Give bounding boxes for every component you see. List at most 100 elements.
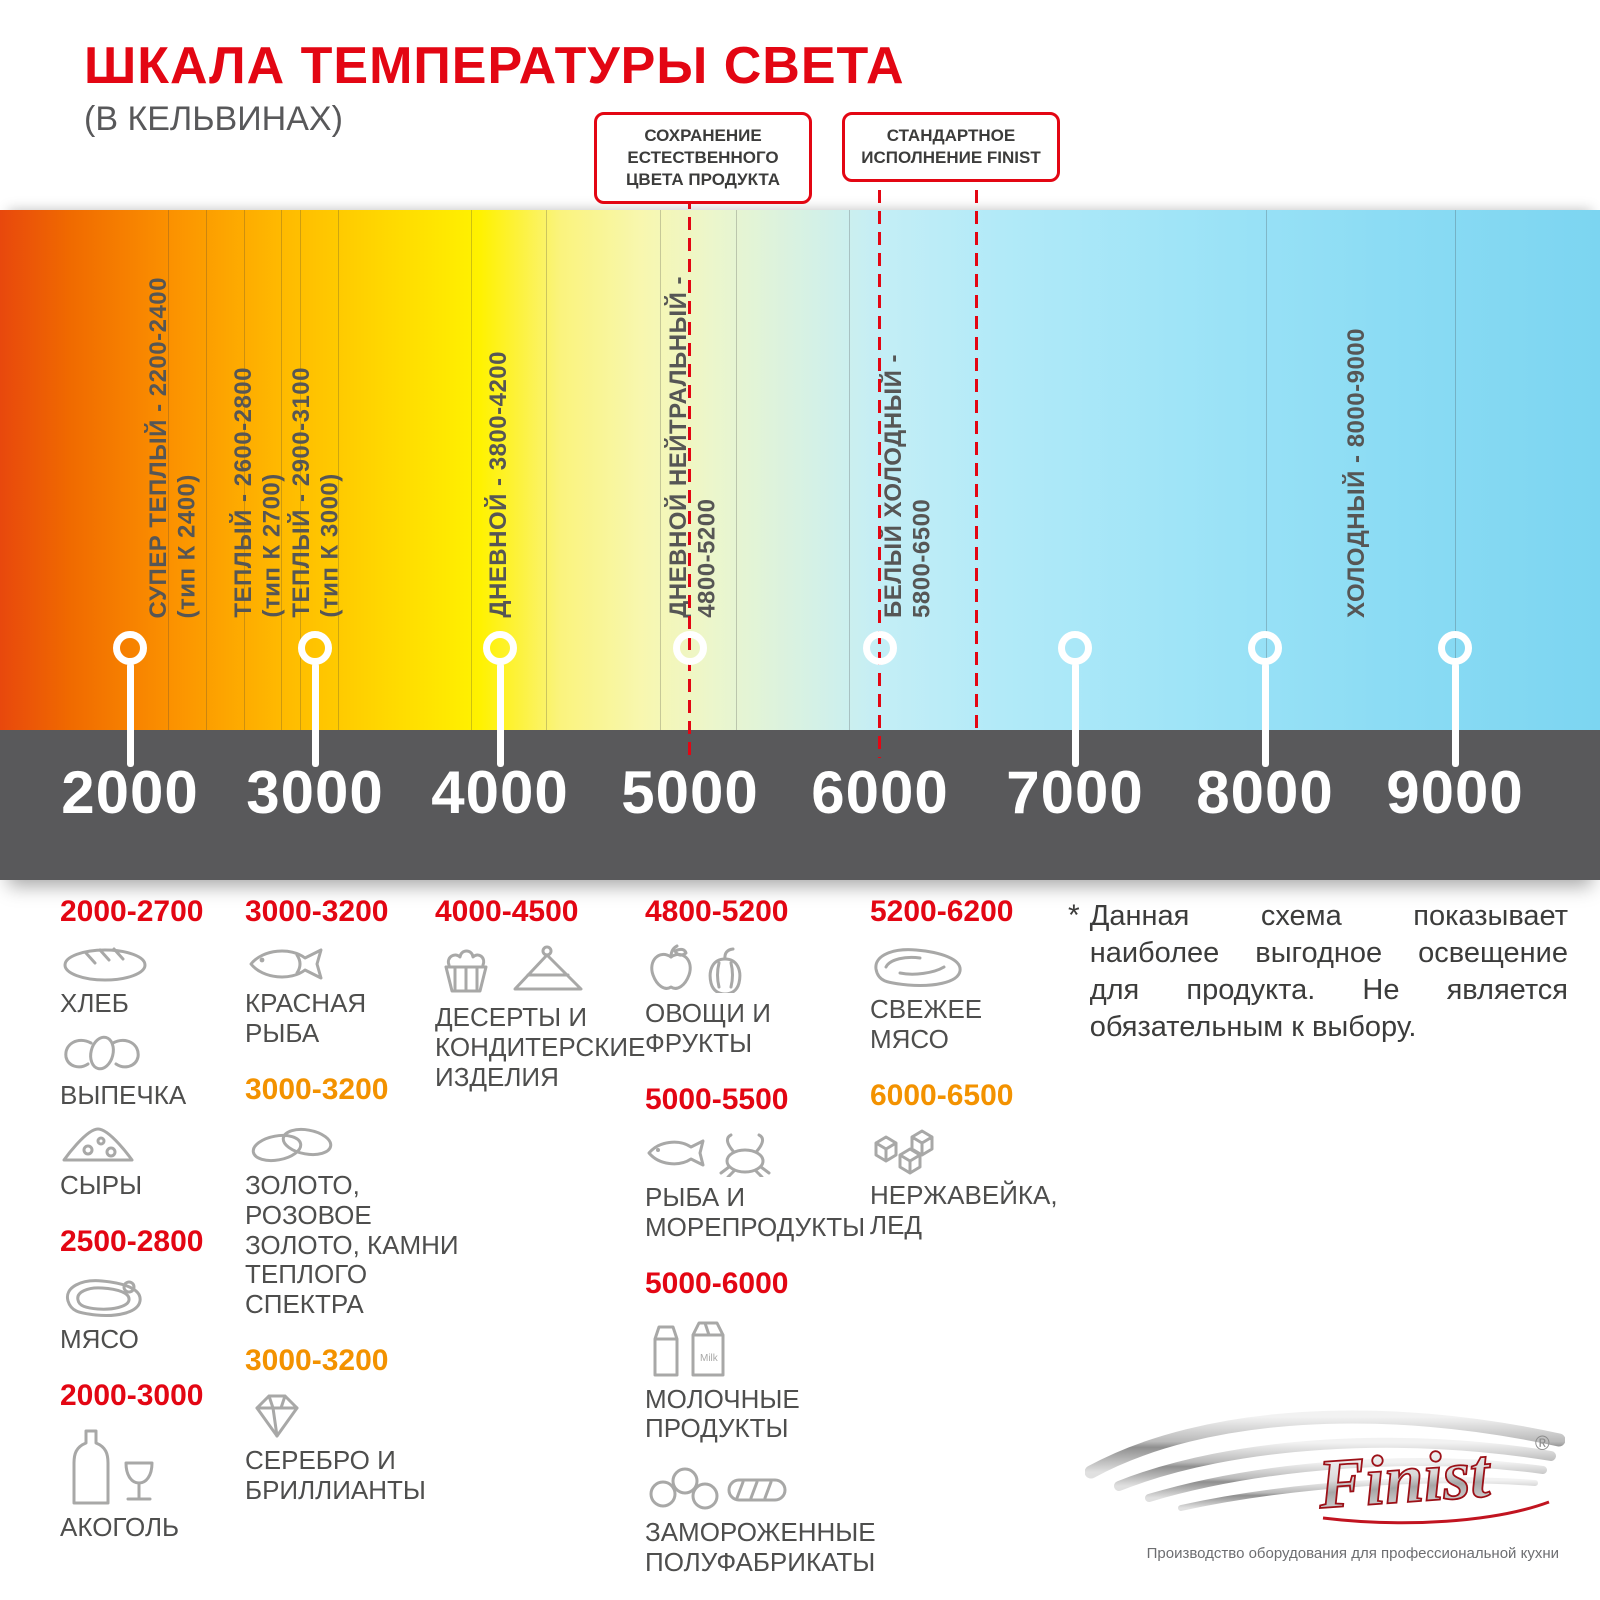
zone-label-warm-2700: ТЕПЛЫЙ - 2600-2800 (тип К 2700) [230,367,287,618]
food-label: АКОГОЛЬ [60,1511,180,1542]
axis-tick: 4000 [431,759,569,826]
food-item: АКОГОЛЬ [60,1427,245,1543]
axis-tick: 2000 [61,759,199,826]
produce-icon [645,943,915,993]
fish-icon [245,943,480,983]
range-heading: 2000-2700 [60,895,204,928]
food-label: СЫРЫ [60,1169,143,1200]
product-column-4: 4800-5200 ОВОЩИ И ФРУКТЫ 5000-5500 [645,895,915,1590]
callout-standard-finist: СТАНДАРТНОЕ ИСПОЛНЕНИЕ FINIST [842,112,1060,183]
svg-text:Milk: Milk [700,1353,719,1364]
range-heading: 6000-6500 [870,1078,1014,1112]
range-heading: 5000-6000 [645,1266,789,1300]
zone-label-warm-3000: ТЕПЛЫЙ - 2900-3100 (тип К 3000) [288,367,345,618]
marker-stem [312,663,319,767]
fresh-meat-icon [870,943,1070,989]
food-label: МОЛОЧНЫЕ ПРОДУКТЫ [645,1383,800,1444]
food-item: КРАСНАЯ РЫБА [245,943,480,1049]
scale-marker-3000 [298,631,332,665]
dairy-icon: Milk [645,1315,915,1379]
brand-tagline: Производство оборудования для профессион… [1146,1545,1559,1562]
axis-tick: 6000 [811,759,949,826]
range-heading: 5000-5500 [645,1082,789,1116]
kelvin-scale: СУПЕР ТЕПЛЫЙ - 2200-2400 (тип К 2400) ТЕ… [0,190,1600,880]
zone-boundary-line [471,210,472,730]
zone-label-cold: ХОЛОДНЫЙ - 8000-9000 [1343,328,1371,618]
range-heading: 2000-3000 [60,1378,204,1412]
zone-boundary-line [736,210,737,730]
scale-marker-5000 [673,631,707,665]
marker-stem [497,663,504,767]
zone-boundary-line [168,210,169,730]
scale-marker-7000 [1058,631,1092,665]
zone-label-sub: 4800-5200 [693,498,721,618]
product-column-3: 4000-4500 ДЕСЕРТЫ И КОНДИТЕРСКИЕ ИЗДЕЛИЯ [435,895,650,1105]
zone-boundary-line [546,210,547,730]
footnote-text: Данная схема показывает наиболее выгодно… [1089,900,1568,1044]
zone-label-main: ТЕПЛЫЙ - 2900-3100 [288,367,315,618]
range-heading: 3000-3200 [245,1072,389,1106]
footnote-asterisk: * [1068,899,1080,932]
ice-icon [870,1127,1070,1175]
zone-boundary-line [849,210,850,730]
food-label: СЕРЕБРО И БРИЛЛИАНТЫ [245,1445,426,1506]
food-label: ОВОЩИ И ФРУКТЫ [645,998,771,1058]
axis-tick: 7000 [1006,759,1144,826]
zone-label-cold-white: БЕЛЫЙ ХОЛОДНЫЙ - 5800-6500 [880,354,937,618]
food-item: ВЫПЕЧКА [60,1031,245,1111]
dashed-connector-6000 [878,190,881,758]
range-heading: 3000-3200 [245,895,389,928]
zone-label-main: СУПЕР ТЕПЛЫЙ - 2200-2400 [145,276,172,618]
food-item: ОВОЩИ И ФРУКТЫ [645,943,915,1059]
zone-boundary-line [281,210,282,730]
zone-boundary-line [1266,210,1267,730]
zone-label-daylight-neutral: ДНЕВНОЙ НЕЙТРАЛЬНЫЙ - 4800-5200 [665,276,722,618]
marker-stem [127,663,134,767]
range-heading: 2500-2800 [60,1224,204,1258]
cheese-icon [60,1123,245,1165]
food-item: СЕРЕБРО И БРИЛЛИАНТЫ [245,1392,480,1506]
page-subtitle: (В КЕЛЬВИНАХ) [84,100,343,138]
food-item: ХЛЕБ [60,943,245,1019]
croissant-icon [60,1031,245,1075]
kelvin-gradient [0,210,1600,730]
scale-marker-9000 [1438,631,1472,665]
zone-label-sub: (тип К 2700) [258,473,286,618]
page-title: ШКАЛА ТЕМПЕРАТУРЫ СВЕТА [84,37,905,95]
zone-label-sub: 5800-6500 [908,498,936,618]
food-label: КРАСНАЯ РЫБА [245,988,367,1048]
zone-boundary-line [244,210,245,730]
marker-stem [1262,663,1269,767]
food-item: НЕРЖАВЕЙКА, ЛЕД [870,1127,1070,1241]
zone-label-daylight: ДНЕВНОЙ - 3800-4200 [485,351,513,618]
range-heading: 4000-4500 [435,895,579,928]
axis-bar [0,730,1600,880]
marker-stem [1072,663,1079,767]
scale-marker-6000 [863,631,897,665]
food-item: РЫБА И МОРЕПРОДУКТЫ [645,1131,915,1243]
food-item: СВЕЖЕЕ МЯСО [870,943,1070,1055]
food-item: СЫРЫ [60,1123,245,1201]
product-column-1: 2000-2700 ХЛЕБ ВЫПЕЧКА [60,895,245,1554]
meat-icon [60,1273,245,1319]
scale-marker-2000 [113,631,147,665]
axis-tick: 9000 [1386,759,1524,826]
seafood-icon [645,1131,915,1177]
dessert-icon [435,943,650,997]
zone-boundary-line [660,210,661,730]
food-label: ДЕСЕРТЫ И КОНДИТЕРСКИЕ ИЗДЕЛИЯ [435,1002,646,1092]
finist-logo: Finist ® Производство оборудования для п… [1084,1388,1566,1562]
jewelry-rings-icon [245,1121,480,1165]
scale-marker-4000 [483,631,517,665]
food-label: ХЛЕБ [60,988,129,1018]
food-item: Milk МОЛОЧНЫЕ ПРОДУКТЫ [645,1315,915,1445]
footnote: * Данная схема показывает наиболее выгод… [1068,898,1568,1046]
food-item: ДЕСЕРТЫ И КОНДИТЕРСКИЕ ИЗДЕЛИЯ [435,943,650,1093]
product-column-5: 5200-6200 СВЕЖЕЕ МЯСО 6000-6500 НЕРЖАВЕЙ… [870,895,1070,1253]
zone-label-main: ДНЕВНОЙ - 3800-4200 [485,351,512,618]
food-item: МЯСО [60,1273,245,1355]
zone-label-main: ТЕПЛЫЙ - 2600-2800 [230,367,257,618]
marker-stem [1452,663,1459,767]
dashed-connector-5000 [688,196,691,758]
